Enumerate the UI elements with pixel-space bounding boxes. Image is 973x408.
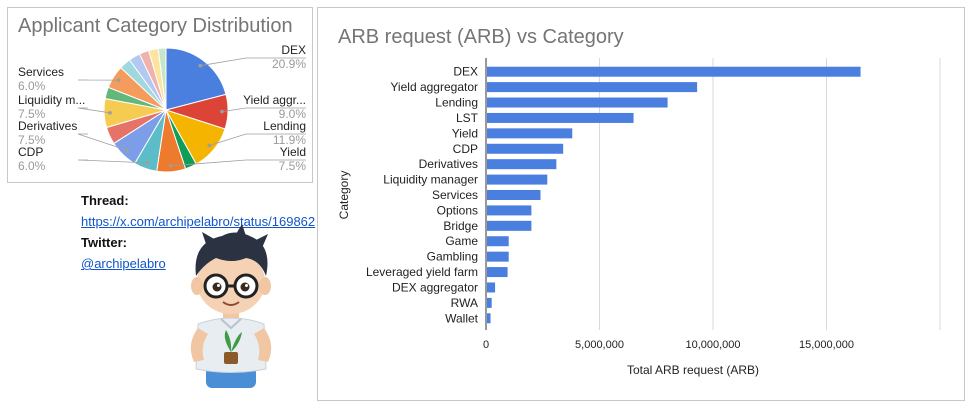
bar-wallet[interactable]	[487, 313, 491, 324]
bar-liquidity-manager[interactable]	[487, 174, 548, 185]
pie-slice-dex[interactable]	[165, 47, 227, 111]
bar-yield-aggregator[interactable]	[487, 82, 698, 93]
bar-bridge[interactable]	[487, 220, 532, 231]
pie-value-cdp: 6.0%	[18, 159, 46, 173]
bar-cdp[interactable]	[487, 143, 564, 154]
bar-leveraged-yield-farm[interactable]	[487, 267, 508, 278]
category-label-derivatives: Derivatives	[419, 157, 478, 171]
pie-value-lending: 11.9%	[273, 133, 306, 147]
twitter-link[interactable]: @archipelabro	[81, 256, 166, 271]
pie-label-lending: Lending	[263, 119, 306, 133]
category-label-rwa: RWA	[451, 296, 478, 310]
category-label-game: Game	[445, 234, 478, 248]
x-tick-label: 0	[483, 339, 489, 351]
pie-leader-dot	[108, 111, 112, 115]
pie-label-dex: DEX	[281, 43, 306, 57]
pie-label-derivatives: Derivatives	[18, 119, 77, 133]
category-label-services: Services	[432, 188, 478, 202]
category-label-wallet: Wallet	[445, 311, 479, 325]
pie-leader-line	[77, 133, 128, 151]
pie-leader-dot	[145, 160, 150, 165]
pie-value-services: 6.0%	[18, 79, 46, 93]
pie-value-yield: 7.5%	[279, 159, 307, 173]
pie-leader-dot	[168, 163, 173, 168]
bar-yield[interactable]	[487, 128, 573, 139]
pie-value-liquidity-m: 7.5%	[18, 107, 46, 121]
pie-label-cdp: CDP	[18, 145, 43, 159]
thread-link[interactable]: https://x.com/archipelabro/status/169862	[81, 214, 316, 229]
category-label-yield: Yield	[452, 126, 478, 140]
x-tick-label: 15,000,000	[799, 339, 854, 351]
bar-rwa[interactable]	[487, 297, 492, 308]
bar-chart-title: ARB request (ARB) vs Category	[338, 26, 624, 48]
category-label-liquidity-manager: Liquidity manager	[383, 173, 478, 187]
x-tick-label: 5,000,000	[575, 339, 624, 351]
pie-leader-dot	[207, 143, 212, 148]
category-label-dex: DEX	[453, 65, 478, 79]
category-label-leveraged-yield-farm: Leveraged yield farm	[366, 265, 478, 279]
bar-gambling[interactable]	[487, 251, 509, 262]
bar-chart-panel: 0 5,000,000 10,000,000 15,000,000 DEX Yield a…	[317, 7, 965, 401]
pie-leader-dot	[198, 63, 203, 68]
category-label-lending: Lending	[435, 96, 478, 110]
twitter-label: Twitter:	[81, 235, 127, 250]
category-label-cdp: CDP	[453, 142, 478, 156]
bar-options[interactable]	[487, 205, 532, 216]
category-label-bridge: Bridge	[443, 219, 478, 233]
pie-leader-dot	[220, 109, 224, 114]
pie-chart-title: Applicant Category Distribution	[18, 15, 293, 37]
x-axis-title: Total ARB request (ARB)	[627, 363, 759, 377]
pie-label-yield-aggr: Yield aggr...	[243, 93, 306, 107]
pie-leader-line	[209, 133, 306, 146]
category-label-dex-aggregator: DEX aggregator	[392, 280, 478, 294]
pie-label-yield: Yield	[280, 145, 306, 159]
pie-leader-line	[221, 107, 306, 112]
bar-derivatives[interactable]	[487, 159, 557, 170]
pie-leader-line	[200, 57, 306, 67]
bar-dex[interactable]	[487, 66, 861, 77]
pie-slice-unlabeled-15[interactable]	[157, 47, 167, 111]
pie-leader-line	[170, 159, 306, 167]
category-label-lst: LST	[456, 111, 479, 125]
category-label-options: Options	[437, 203, 478, 217]
bar-dex-aggregator[interactable]	[487, 282, 496, 293]
pie-label-services: Services	[18, 65, 64, 79]
y-axis-title: Category	[337, 171, 351, 220]
category-label-yield-aggregator: Yield aggregator	[390, 80, 478, 94]
bar-services[interactable]	[487, 190, 541, 200]
avatar	[190, 224, 272, 388]
bar-lending[interactable]	[487, 97, 668, 108]
pie-value-yield-aggr: 9.0%	[279, 107, 307, 121]
thread-label: Thread:	[81, 193, 129, 208]
pie-value-derivatives: 7.5%	[18, 133, 46, 147]
pie-leader-line	[77, 107, 111, 114]
pie-value-dex: 20.9%	[272, 57, 306, 71]
pie-leader-dot	[116, 78, 121, 82]
pie-label-liquidity-m: Liquidity m...	[18, 93, 85, 107]
pie-chart-panel: DEX 20.9% Yield aggr... 9.0% Lending 11.9% Yie…	[7, 7, 313, 183]
bar-game[interactable]	[487, 236, 509, 247]
x-tick-label: 10,000,000	[685, 339, 740, 351]
bar-lst[interactable]	[487, 112, 634, 123]
category-label-gambling: Gambling	[427, 250, 478, 264]
pie-leader-line	[77, 159, 148, 164]
pie-leader-dot	[125, 148, 130, 153]
